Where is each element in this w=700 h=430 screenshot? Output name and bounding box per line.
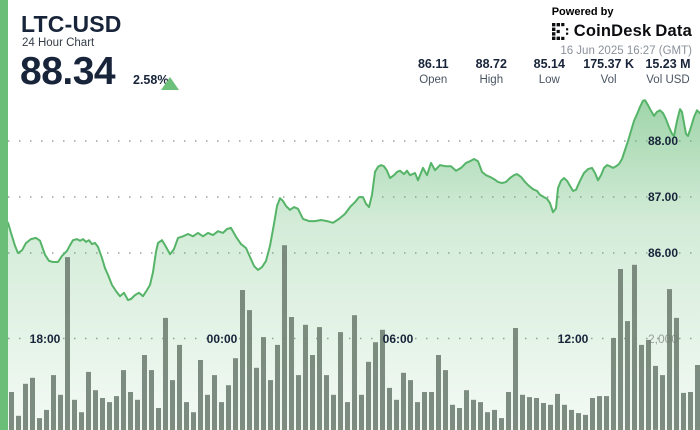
stat-vol-label: Vol [600, 74, 617, 86]
stat-vol-value: 175.37 K [583, 57, 634, 71]
stat-vol-usd-value: 15.23 M [645, 57, 691, 71]
timestamp: 16 Jun 2025 16:27 (GMT) [560, 45, 692, 57]
price-line [7, 99, 700, 302]
up-arrow-icon [161, 77, 179, 90]
stat-open-value: 86.11 [417, 57, 449, 71]
stat-vol: 175.37 K Vol [583, 57, 634, 86]
coindesk-brand-link[interactable]: CoinDesk Data [551, 22, 692, 41]
powered-by-label: Powered by [551, 6, 614, 18]
chart-subtitle: 24 Hour Chart [22, 37, 95, 49]
brand-block: Powered by CoinDesk Data 16 Jun 2025 16:2… [551, 6, 692, 57]
svg-text:88.00: 88.00 [648, 134, 678, 148]
stat-vol-usd-label: Vol USD [646, 74, 690, 86]
stat-open-label: Open [419, 74, 448, 86]
price-axis-labels: 88.00 87.00 86.00 [648, 134, 678, 260]
stat-high-value: 88.72 [475, 57, 507, 71]
volume-axis-label: 2,000 [648, 332, 678, 346]
svg-text:87.00: 87.00 [648, 190, 678, 204]
page-title: LTC-USD [21, 11, 122, 37]
stat-low-label: Low [538, 74, 560, 86]
stat-high: 88.72 High [467, 57, 515, 86]
stats-row: 86.11 Open 88.72 High 85.14 Low 175.37 K… [409, 57, 692, 86]
current-price: 88.34 [20, 50, 116, 93]
stat-vol-usd: 15.23 M Vol USD [644, 57, 692, 86]
stat-high-label: High [479, 74, 504, 86]
stat-open: 86.11 Open [409, 57, 457, 86]
svg-text:18:00: 18:00 [30, 332, 61, 346]
stat-low: 85.14 Low [525, 57, 573, 86]
stat-low-value: 85.14 [533, 57, 565, 71]
coindesk-logo-icon [551, 23, 568, 40]
svg-text:12:00: 12:00 [558, 332, 589, 346]
svg-text:06:00: 06:00 [383, 332, 414, 346]
volume-bars [9, 245, 700, 430]
svg-text:00:00: 00:00 [207, 332, 238, 346]
svg-text:86.00: 86.00 [648, 246, 678, 260]
brand-name-data: Data [655, 22, 692, 40]
brand-name: CoinDesk Data [574, 22, 692, 41]
change-percent: 2.58% [133, 73, 169, 87]
brand-name-coindesk: CoinDesk [573, 22, 652, 40]
time-axis-labels: 18:00 00:00 06:00 12:00 [30, 332, 589, 346]
left-accent-bar [0, 0, 8, 430]
